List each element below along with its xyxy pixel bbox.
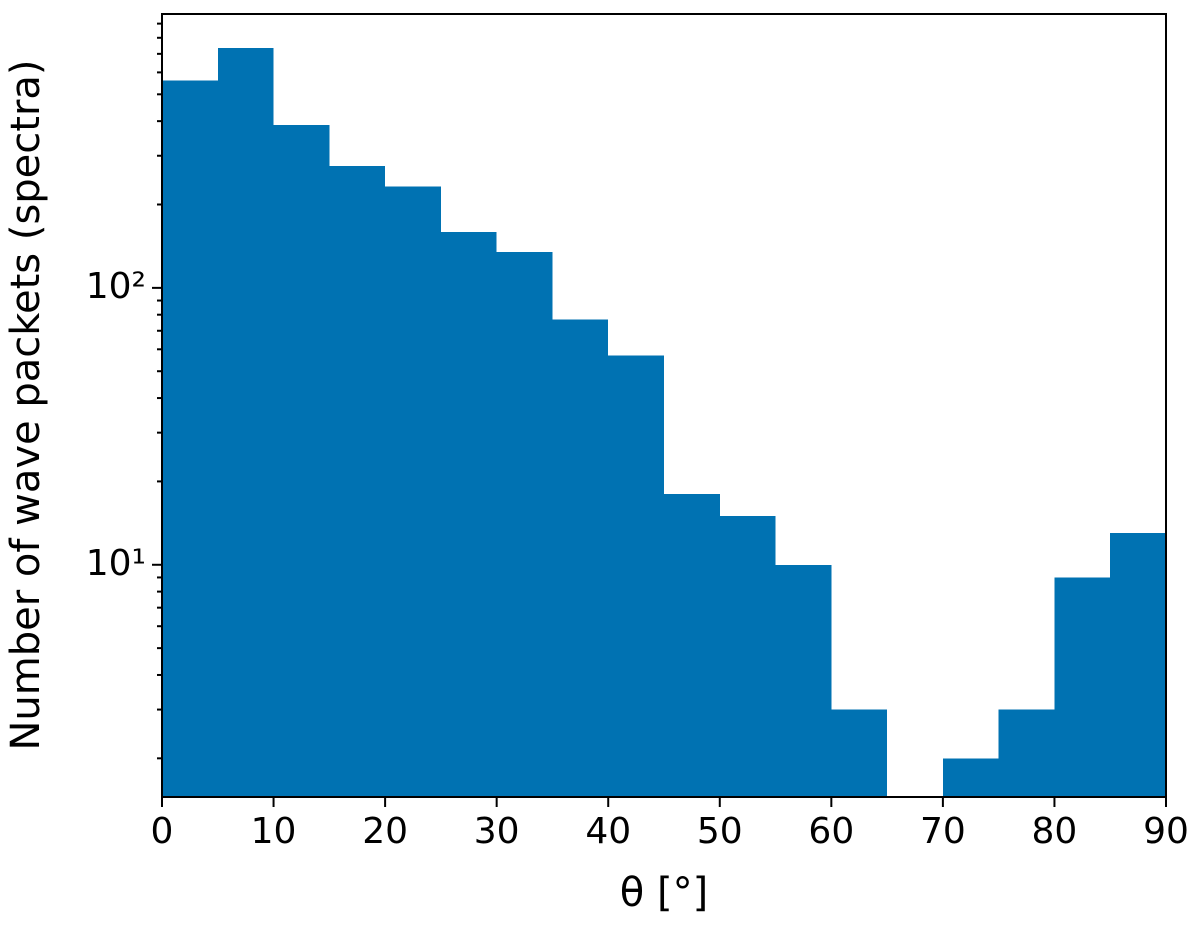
x-tick-label: 90 — [1143, 811, 1189, 852]
bar — [440, 232, 497, 798]
bar — [329, 165, 386, 798]
bar — [608, 355, 664, 797]
x-tick-label: 20 — [362, 811, 408, 852]
bar — [1110, 533, 1166, 797]
x-tick-label: 30 — [474, 811, 520, 852]
bar — [162, 80, 218, 797]
y-axis-label: Number of wave packets (spectra) — [3, 59, 49, 750]
y-tick-label: 10¹ — [86, 543, 146, 584]
y-tick-label: 10² — [86, 266, 146, 307]
x-tick-label: 0 — [151, 811, 174, 852]
bar — [496, 251, 553, 797]
bar — [217, 47, 274, 797]
bar — [552, 319, 609, 797]
plot-frame — [161, 13, 1167, 798]
bar — [775, 564, 832, 797]
x-tick-label: 60 — [808, 811, 854, 852]
x-tick-label: 70 — [920, 811, 966, 852]
bar — [273, 124, 330, 797]
bar — [831, 709, 888, 797]
x-tick-label: 50 — [697, 811, 743, 852]
x-tick-label: 80 — [1032, 811, 1078, 852]
x-axis-label: θ [°] — [620, 870, 708, 916]
bar — [664, 494, 720, 797]
x-tick-label: 40 — [585, 811, 631, 852]
bar — [385, 186, 441, 797]
bar — [1054, 577, 1111, 797]
bar — [719, 516, 776, 797]
bar — [942, 758, 999, 797]
bar — [998, 709, 1055, 797]
x-tick-label: 10 — [251, 811, 297, 852]
